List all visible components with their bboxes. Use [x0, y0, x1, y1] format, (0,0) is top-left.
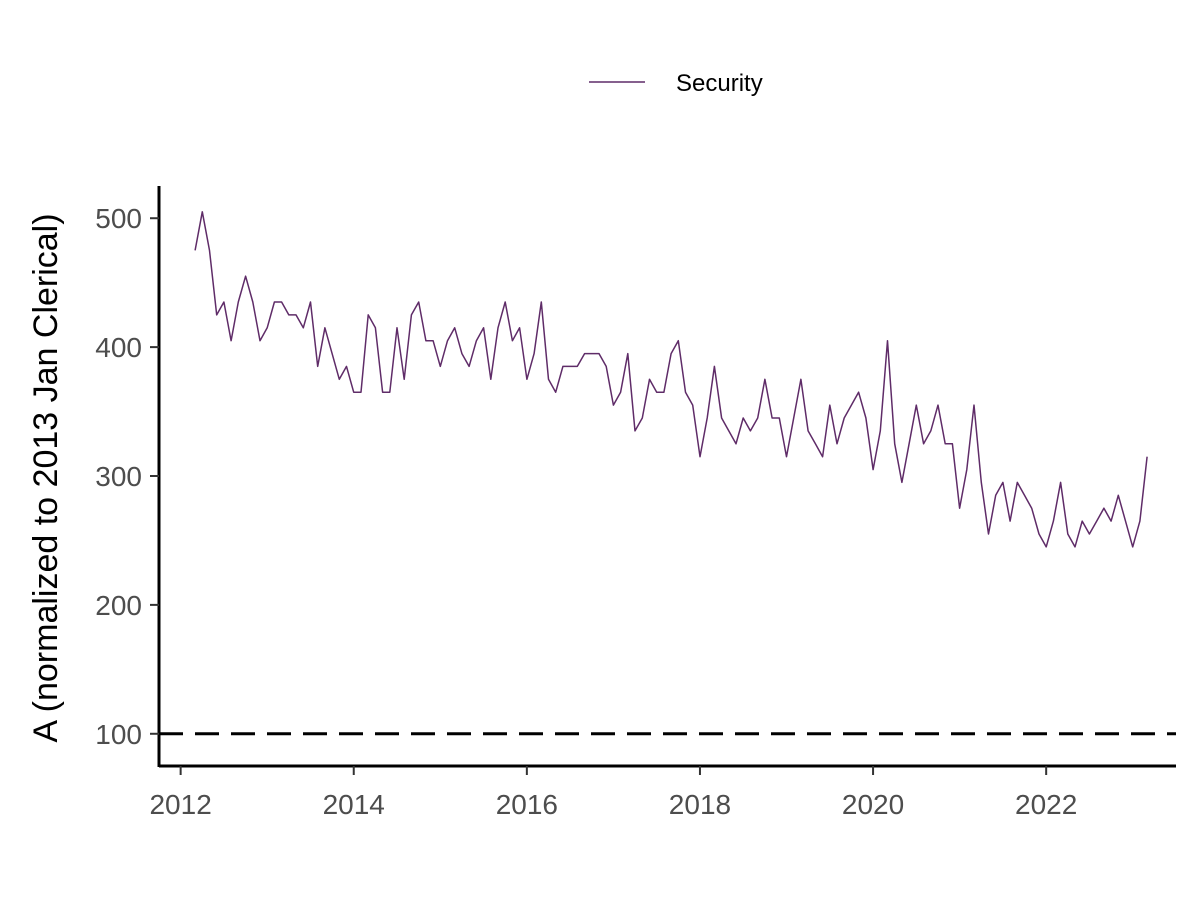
x-tick-label: 2018: [669, 789, 731, 820]
y-axis-ticks: 100 200 300 400 500: [95, 203, 159, 750]
x-tick-label: 2012: [149, 789, 211, 820]
x-tick-label: 2020: [842, 789, 904, 820]
series-line-security: [194, 211, 1148, 548]
y-tick-label: 200: [95, 590, 142, 621]
plot-area: [159, 211, 1176, 736]
y-tick-label: 300: [95, 461, 142, 492]
x-tick-label: 2022: [1015, 789, 1077, 820]
y-tick-label: 100: [95, 719, 142, 750]
legend: Security: [589, 70, 763, 97]
x-axis-ticks: 2012 2014 2016 2018 2020 2022: [149, 766, 1077, 820]
y-axis-title: A (normalized to 2013 Jan Clerical): [27, 213, 65, 742]
y-tick-label: 400: [95, 332, 142, 363]
legend-label-security: Security: [676, 70, 763, 97]
x-tick-label: 2016: [496, 789, 558, 820]
x-tick-label: 2014: [323, 789, 385, 820]
y-tick-label: 500: [95, 203, 142, 234]
